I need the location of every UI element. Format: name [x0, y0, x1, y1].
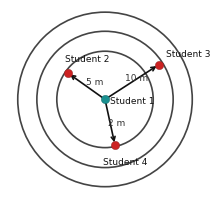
Text: 5 m: 5 m: [86, 78, 103, 87]
Text: 2 m: 2 m: [108, 118, 125, 127]
Text: Student 3: Student 3: [166, 50, 210, 59]
Text: 10 m: 10 m: [125, 74, 148, 83]
Text: Student 1: Student 1: [110, 96, 154, 105]
Text: Student 2: Student 2: [65, 55, 109, 63]
Text: Student 4: Student 4: [103, 157, 147, 166]
